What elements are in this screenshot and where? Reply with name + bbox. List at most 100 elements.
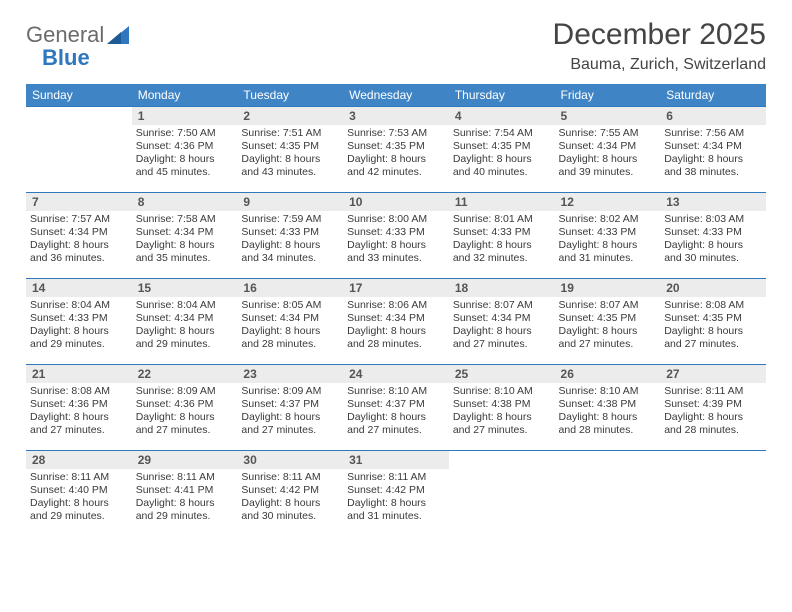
day-number: 15 — [132, 279, 238, 297]
month-title: December 2025 — [553, 18, 766, 52]
daylight-text: Daylight: 8 hours and 43 minutes. — [241, 153, 339, 179]
sunrise-text: Sunrise: 7:55 AM — [559, 127, 657, 140]
day-detail: Sunrise: 7:57 AMSunset: 4:34 PMDaylight:… — [26, 211, 132, 269]
day-detail: Sunrise: 7:56 AMSunset: 4:34 PMDaylight:… — [660, 125, 766, 183]
day-detail: Sunrise: 8:10 AMSunset: 4:37 PMDaylight:… — [343, 383, 449, 441]
calendar-day-cell: 15Sunrise: 8:04 AMSunset: 4:34 PMDayligh… — [132, 279, 238, 365]
day-number: 23 — [237, 365, 343, 383]
daylight-text: Daylight: 8 hours and 27 minutes. — [347, 411, 445, 437]
calendar-day-cell: 10Sunrise: 8:00 AMSunset: 4:33 PMDayligh… — [343, 193, 449, 279]
calendar-day-cell: 23Sunrise: 8:09 AMSunset: 4:37 PMDayligh… — [237, 365, 343, 451]
daylight-text: Daylight: 8 hours and 31 minutes. — [559, 239, 657, 265]
calendar-day-cell: 19Sunrise: 8:07 AMSunset: 4:35 PMDayligh… — [555, 279, 661, 365]
sunrise-text: Sunrise: 8:04 AM — [30, 299, 128, 312]
daylight-text: Daylight: 8 hours and 31 minutes. — [347, 497, 445, 523]
day-number: 7 — [26, 193, 132, 211]
daylight-text: Daylight: 8 hours and 28 minutes. — [347, 325, 445, 351]
weekday-header: Friday — [555, 84, 661, 107]
daylight-text: Daylight: 8 hours and 38 minutes. — [664, 153, 762, 179]
calendar-day-cell: 14Sunrise: 8:04 AMSunset: 4:33 PMDayligh… — [26, 279, 132, 365]
calendar-week-row: 1Sunrise: 7:50 AMSunset: 4:36 PMDaylight… — [26, 107, 766, 193]
calendar-day-cell: 25Sunrise: 8:10 AMSunset: 4:38 PMDayligh… — [449, 365, 555, 451]
logo-text: General Blue — [26, 24, 104, 69]
sunset-text: Sunset: 4:36 PM — [30, 398, 128, 411]
daylight-text: Daylight: 8 hours and 42 minutes. — [347, 153, 445, 179]
day-number: 13 — [660, 193, 766, 211]
sunset-text: Sunset: 4:33 PM — [453, 226, 551, 239]
day-number: 28 — [26, 451, 132, 469]
calendar-day-cell: 16Sunrise: 8:05 AMSunset: 4:34 PMDayligh… — [237, 279, 343, 365]
calendar-week-row: 28 Sunrise: 8:11 AM Sunset: 4:40 PM Dayligh… — [26, 451, 766, 537]
day-number: 31 — [343, 451, 449, 469]
day-detail: Sunrise: 8:07 AMSunset: 4:34 PMDaylight:… — [449, 297, 555, 355]
day-number: 19 — [555, 279, 661, 297]
sunset-text: Sunset: 4:34 PM — [136, 226, 234, 239]
sunset-text: Sunset: 4:40 PM — [30, 484, 128, 497]
calendar-empty-cell — [660, 451, 766, 537]
sunrise-text: Sunrise: 8:10 AM — [453, 385, 551, 398]
calendar-day-cell: 5Sunrise: 7:55 AMSunset: 4:34 PMDaylight… — [555, 107, 661, 193]
calendar-day-cell: 4Sunrise: 7:54 AMSunset: 4:35 PMDaylight… — [449, 107, 555, 193]
logo-word-general: General — [26, 22, 104, 47]
day-number: 24 — [343, 365, 449, 383]
sunset-text: Sunset: 4:42 PM — [347, 484, 445, 497]
title-block: December 2025 Bauma, Zurich, Switzerland — [553, 18, 766, 74]
day-detail: Sunrise: 8:11 AMSunset: 4:41 PMDaylight:… — [132, 469, 238, 527]
calendar-day-cell: 9Sunrise: 7:59 AMSunset: 4:33 PMDaylight… — [237, 193, 343, 279]
calendar-day-cell: 2Sunrise: 7:51 AMSunset: 4:35 PMDaylight… — [237, 107, 343, 193]
header: General Blue December 2025 Bauma, Zurich… — [26, 18, 766, 74]
calendar-day-cell: 26Sunrise: 8:10 AMSunset: 4:38 PMDayligh… — [555, 365, 661, 451]
daylight-text: Daylight: 8 hours and 27 minutes. — [453, 411, 551, 437]
location: Bauma, Zurich, Switzerland — [553, 56, 766, 74]
sunset-text: Sunset: 4:37 PM — [347, 398, 445, 411]
weekday-header: Monday — [132, 84, 238, 107]
day-detail: Sunrise: 8:08 AMSunset: 4:35 PMDaylight:… — [660, 297, 766, 355]
sunrise-text: Sunrise: 8:11 AM — [241, 471, 339, 484]
day-number: 25 — [449, 365, 555, 383]
sunset-text: Sunset: 4:38 PM — [559, 398, 657, 411]
day-number: 29 — [132, 451, 238, 469]
sunset-text: Sunset: 4:38 PM — [453, 398, 551, 411]
sunrise-text: Sunrise: 7:51 AM — [241, 127, 339, 140]
calendar-day-cell: 3Sunrise: 7:53 AMSunset: 4:35 PMDaylight… — [343, 107, 449, 193]
day-detail: Sunrise: 8:00 AMSunset: 4:33 PMDaylight:… — [343, 211, 449, 269]
day-number: 17 — [343, 279, 449, 297]
daylight-text: Daylight: 8 hours and 29 minutes. — [30, 325, 128, 351]
sunset-text: Sunset: 4:42 PM — [241, 484, 339, 497]
weekday-header: Saturday — [660, 84, 766, 107]
calendar-page: General Blue December 2025 Bauma, Zurich… — [0, 0, 792, 547]
sunrise-text: Sunrise: 7:54 AM — [453, 127, 551, 140]
sunrise-text: Sunrise: 8:07 AM — [453, 299, 551, 312]
sunrise-text: Sunrise: 8:03 AM — [664, 213, 762, 226]
day-detail: Sunrise: 8:10 AMSunset: 4:38 PMDaylight:… — [555, 383, 661, 441]
day-number: 5 — [555, 107, 661, 125]
daylight-text: Daylight: 8 hours and 36 minutes. — [30, 239, 128, 265]
day-number: 12 — [555, 193, 661, 211]
sunrise-text: Sunrise: 8:04 AM — [136, 299, 234, 312]
sunrise-text: Sunrise: 8:06 AM — [347, 299, 445, 312]
weekday-header: Sunday — [26, 84, 132, 107]
sunrise-text: Sunrise: 8:00 AM — [347, 213, 445, 226]
day-number: 8 — [132, 193, 238, 211]
sunset-text: Sunset: 4:34 PM — [30, 226, 128, 239]
daylight-text: Daylight: 8 hours and 29 minutes. — [136, 325, 234, 351]
calendar-day-cell: 17 Sunrise: 8:06 AMSunset: 4:34 PMDayligh… — [343, 279, 449, 365]
day-number: 16 — [237, 279, 343, 297]
logo-word-blue: Blue — [42, 47, 104, 69]
day-detail: Sunrise: 8:10 AMSunset: 4:38 PMDaylight:… — [449, 383, 555, 441]
sunset-text: Sunset: 4:34 PM — [347, 312, 445, 325]
sunrise-text: Sunrise: 8:05 AM — [241, 299, 339, 312]
calendar-day-cell: 29Sunrise: 8:11 AMSunset: 4:41 PMDayligh… — [132, 451, 238, 537]
day-number: 3 — [343, 107, 449, 125]
sunset-text: Sunset: 4:35 PM — [241, 140, 339, 153]
day-detail: Sunrise: 8:09 AMSunset: 4:36 PMDaylight:… — [132, 383, 238, 441]
calendar-day-cell: 22Sunrise: 8:09 AMSunset: 4:36 PMDayligh… — [132, 365, 238, 451]
daylight-text: Daylight: 8 hours and 29 minutes. — [136, 497, 234, 523]
day-number: 27 — [660, 365, 766, 383]
calendar-day-cell: 20Sunrise: 8:08 AMSunset: 4:35 PMDayligh… — [660, 279, 766, 365]
daylight-text: Daylight: 8 hours and 30 minutes. — [664, 239, 762, 265]
sunset-text: Sunset: 4:35 PM — [559, 312, 657, 325]
day-number: 22 — [132, 365, 238, 383]
sunset-text: Sunset: 4:33 PM — [241, 226, 339, 239]
sunrise-text: Sunrise: 8:11 AM — [664, 385, 762, 398]
